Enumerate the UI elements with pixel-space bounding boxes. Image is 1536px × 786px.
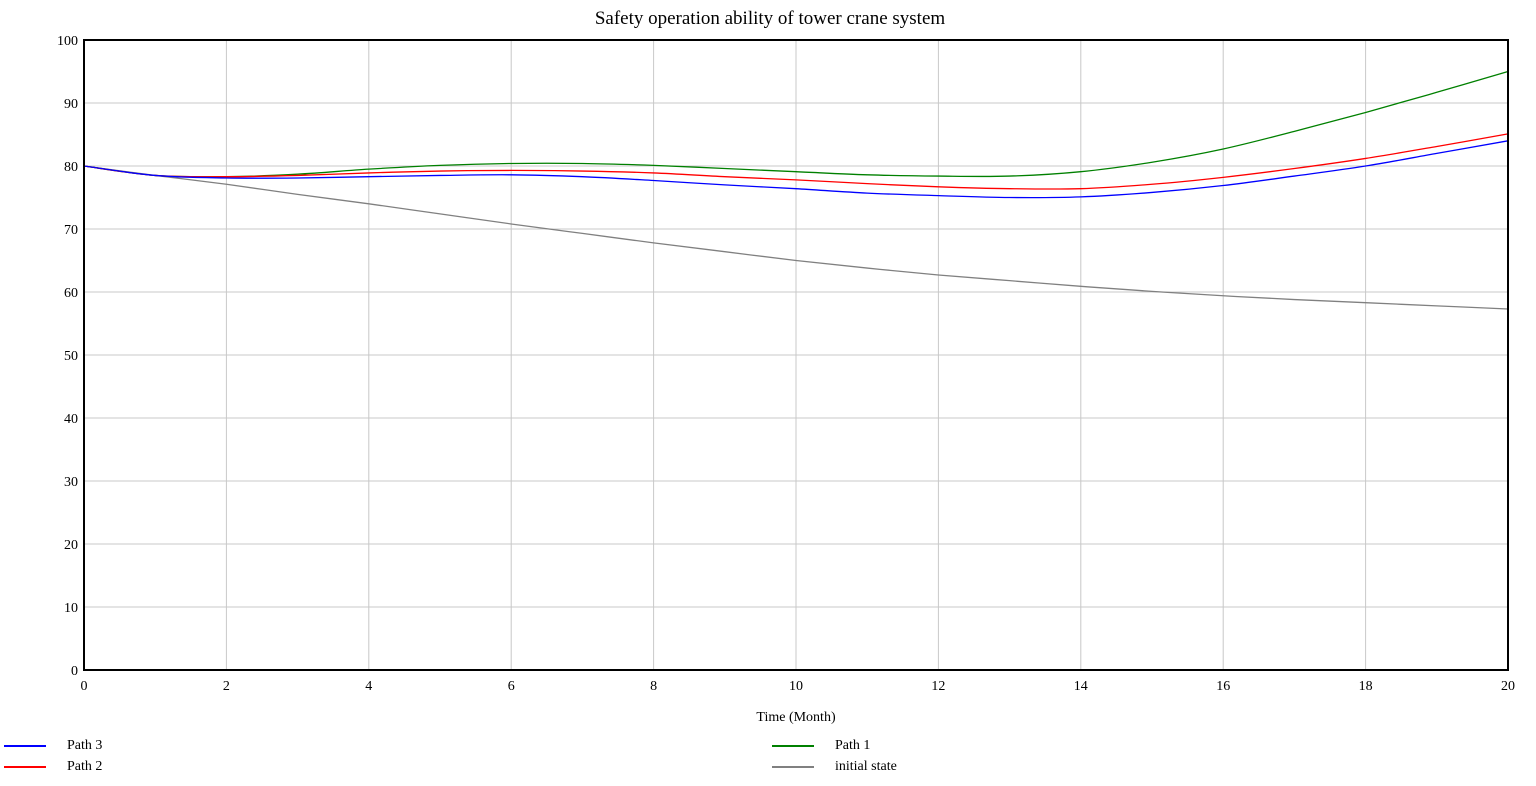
x-tick-label: 18 [1359,679,1373,694]
x-tick-label: 2 [223,679,230,694]
tick-labels: 0 2 4 6 8 10 12 14 16 18 20 0 10 20 30 40 50 60 70 80 90 100 [57,34,1515,694]
y-tick-label: 10 [64,601,78,616]
y-tick-label: 90 [64,97,78,112]
plot-frame [83,39,1509,671]
x-tick-label: 20 [1501,679,1515,694]
x-tick-label: 16 [1216,679,1230,694]
legend-label: Path 1 [835,738,871,753]
x-tick-label: 8 [650,679,657,694]
legend-swatch [4,745,46,747]
legend-label: Path 3 [67,738,103,753]
x-tick-label: 6 [508,679,515,694]
y-tick-label: 60 [64,286,78,301]
legend-label: Path 2 [67,759,103,774]
series-line-path-3 [83,140,1509,199]
grid [84,40,1508,670]
y-tick-label: 0 [71,664,78,679]
legend-swatch [772,745,814,747]
chart-title: Safety operation ability of tower crane … [595,8,946,29]
series-line-path-1 [83,70,1509,178]
y-tick-label: 70 [64,223,78,238]
legend-swatch [772,766,814,768]
legend-swatch [4,766,46,768]
y-tick-label: 100 [57,34,78,49]
series-line-path-2 [83,133,1509,190]
x-tick-label: 0 [81,679,88,694]
y-tick-label: 40 [64,412,78,427]
x-tick-label: 12 [931,679,945,694]
y-tick-label: 80 [64,160,78,175]
x-tick-label: 4 [365,679,372,694]
x-tick-label: 14 [1074,679,1088,694]
y-tick-label: 20 [64,538,78,553]
y-tick-label: 30 [64,475,78,490]
legend-label: initial state [835,759,897,774]
series-lines [83,70,1509,310]
x-tick-label: 10 [789,679,803,694]
x-axis-label: Time (Month) [756,710,836,725]
series-line-initial-state [83,165,1509,310]
y-tick-label: 50 [64,349,78,364]
